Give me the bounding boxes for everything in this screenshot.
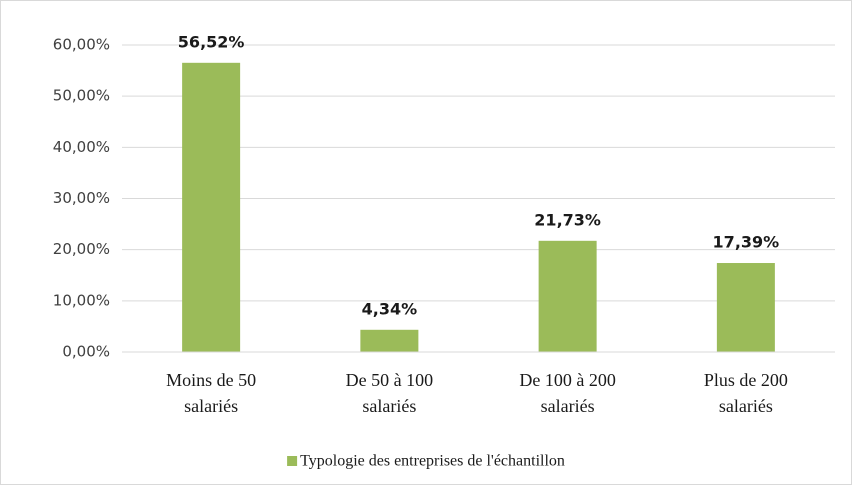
data-label: 21,73% (534, 210, 601, 229)
x-tick-label-line: salariés (719, 396, 773, 416)
x-tick-label-line: Moins de 50 (166, 370, 256, 390)
y-tick-label: 20,00% (53, 240, 110, 258)
y-tick-label: 10,00% (53, 291, 110, 309)
x-tick-label-line: salariés (362, 396, 416, 416)
bar (182, 62, 241, 352)
legend: Typologie des entreprises de l'échantill… (287, 453, 565, 470)
data-label: 17,39% (713, 233, 780, 252)
x-tick-label-line: De 100 à 200 (519, 370, 615, 390)
data-label: 56,52% (178, 32, 245, 51)
legend-swatch (287, 456, 298, 466)
y-tick-label: 60,00% (53, 36, 110, 54)
x-tick-label-line: Plus de 200 (704, 370, 788, 390)
legend-label: Typologie des entreprises de l'échantill… (300, 453, 565, 470)
bar (538, 240, 597, 352)
bar (360, 329, 419, 352)
x-tick-label: Plus de 200 salariés (704, 370, 788, 416)
x-tick-label: De 50 à 100 salariés (346, 370, 433, 416)
x-tick-label: Moins de 50 salariés (166, 370, 256, 416)
data-label: 4,34% (362, 299, 418, 318)
y-tick-label: 30,00% (53, 189, 110, 207)
x-tick-label-line: salariés (184, 396, 238, 416)
x-tick-label-line: salariés (541, 396, 595, 416)
y-tick-label: 50,00% (53, 87, 110, 105)
y-tick-label: 0,00% (62, 343, 110, 361)
y-tick-label: 40,00% (53, 138, 110, 156)
bar (716, 263, 775, 352)
x-tick-label-line: De 50 à 100 (346, 370, 433, 390)
x-tick-label: De 100 à 200 salariés (519, 370, 615, 416)
